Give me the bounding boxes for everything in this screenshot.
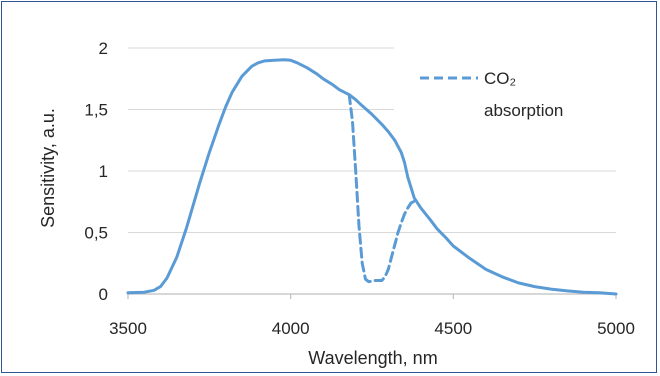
legend: CO₂ absorption bbox=[394, 44, 616, 134]
legend-label-line-2: absorption bbox=[484, 101, 563, 120]
x-tick-label: 5000 bbox=[597, 319, 635, 338]
y-tick-label: 0 bbox=[99, 285, 108, 304]
x-tick-label: 3500 bbox=[109, 319, 147, 338]
y-tick-labels: 0 0,5 1 1,5 2 bbox=[84, 39, 108, 304]
series-layer bbox=[126, 58, 618, 296]
y-tick-label: 1,5 bbox=[84, 101, 108, 120]
y-tick-label: 2 bbox=[99, 39, 108, 58]
x-tick-label: 4000 bbox=[272, 319, 310, 338]
x-axis-title: Wavelength, nm bbox=[308, 348, 437, 368]
x-tick-labels: 3500 4000 4500 5000 bbox=[109, 319, 635, 338]
legend-box bbox=[394, 44, 616, 134]
y-tick-label: 0,5 bbox=[84, 224, 108, 243]
x-tick-label: 4500 bbox=[434, 319, 472, 338]
series-line-sensitivity bbox=[126, 58, 618, 296]
legend-label-line-1: CO₂ bbox=[484, 69, 516, 88]
y-tick-label: 1 bbox=[99, 162, 108, 181]
series-line-co2-absorption bbox=[347, 93, 418, 284]
y-axis-title: Sensitivity, a.u. bbox=[38, 108, 58, 228]
x-axis bbox=[127, 293, 617, 299]
